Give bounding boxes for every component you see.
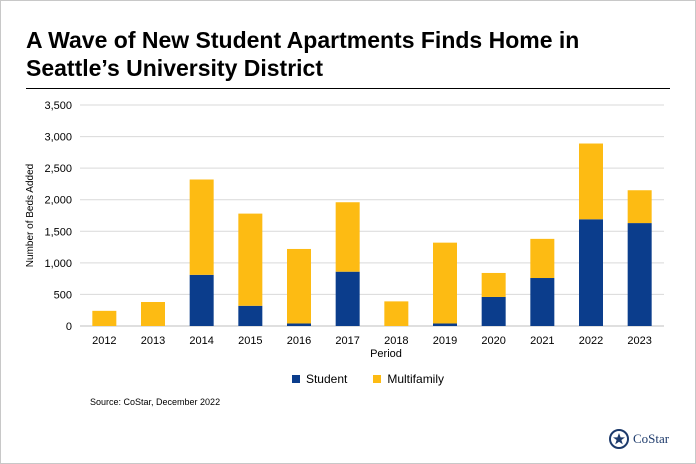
bar-multifamily: [287, 248, 311, 324]
legend-item-student: Student: [291, 372, 348, 386]
x-tick-label: 2016: [287, 335, 311, 347]
bar-student: [627, 223, 652, 326]
legend-label-multifamily: Multifamily: [387, 372, 445, 386]
x-tick-label: 2013: [141, 335, 165, 347]
bar-multifamily: [433, 242, 457, 324]
legend-swatch-multifamily: [373, 375, 382, 383]
chart-legend: Student Multifamily: [0, 372, 696, 386]
chart-title: A Wave of New Student Apartments Finds H…: [26, 27, 580, 81]
bar-multifamily: [92, 310, 117, 326]
y-tick-label: 500: [54, 289, 72, 301]
bar-multifamily: [238, 213, 263, 306]
x-tick-label: 2014: [189, 335, 213, 347]
bar-multifamily: [627, 190, 652, 224]
bar-multifamily: [384, 301, 409, 326]
title-divider: [26, 88, 670, 89]
bar-student: [579, 219, 603, 326]
bar-student: [335, 271, 360, 326]
bar-multifamily: [335, 202, 360, 272]
x-tick-label: 2020: [481, 335, 505, 347]
y-tick-label: 1,000: [44, 258, 72, 270]
costar-logo: CoStar: [609, 429, 669, 449]
bar-student: [287, 323, 311, 326]
bar-multifamily: [481, 272, 506, 297]
bar-multifamily: [579, 143, 603, 220]
x-tick-label: 2017: [335, 335, 359, 347]
bar-multifamily: [141, 302, 165, 326]
y-tick-label: 2,000: [44, 195, 72, 207]
y-tick-label: 3,500: [44, 100, 72, 112]
legend-item-multifamily: Multifamily: [373, 372, 444, 386]
source-note: Source: CoStar, December 2022: [90, 397, 221, 407]
logo-text: CoStar: [633, 431, 670, 446]
x-tick-label: 2023: [627, 335, 651, 347]
legend-label-student: Student: [305, 372, 348, 386]
bar-multifamily: [530, 238, 555, 279]
x-tick-label: 2022: [579, 335, 603, 347]
x-tick-label: 2015: [238, 335, 262, 347]
y-tick-label: 3,000: [44, 132, 72, 144]
bar-student: [433, 323, 457, 326]
bar-student: [238, 305, 263, 326]
bar-multifamily: [189, 179, 214, 275]
y-tick-label: 1,500: [44, 226, 72, 238]
bar-student: [189, 274, 214, 326]
bar-student: [481, 296, 506, 326]
x-tick-label: 2012: [92, 335, 116, 347]
y-axis-title: Number of Beds Added: [25, 164, 36, 267]
legend-swatch-student: [291, 375, 300, 383]
x-tick-label: 2021: [530, 335, 554, 347]
y-tick-label: 0: [66, 321, 72, 333]
x-tick-label: 2019: [433, 335, 457, 347]
costar-star-icon: [609, 429, 629, 449]
y-tick-label: 2,500: [44, 163, 72, 175]
x-axis-title: Period: [370, 348, 402, 360]
bar-student: [530, 278, 555, 326]
x-tick-label: 2018: [384, 335, 408, 347]
